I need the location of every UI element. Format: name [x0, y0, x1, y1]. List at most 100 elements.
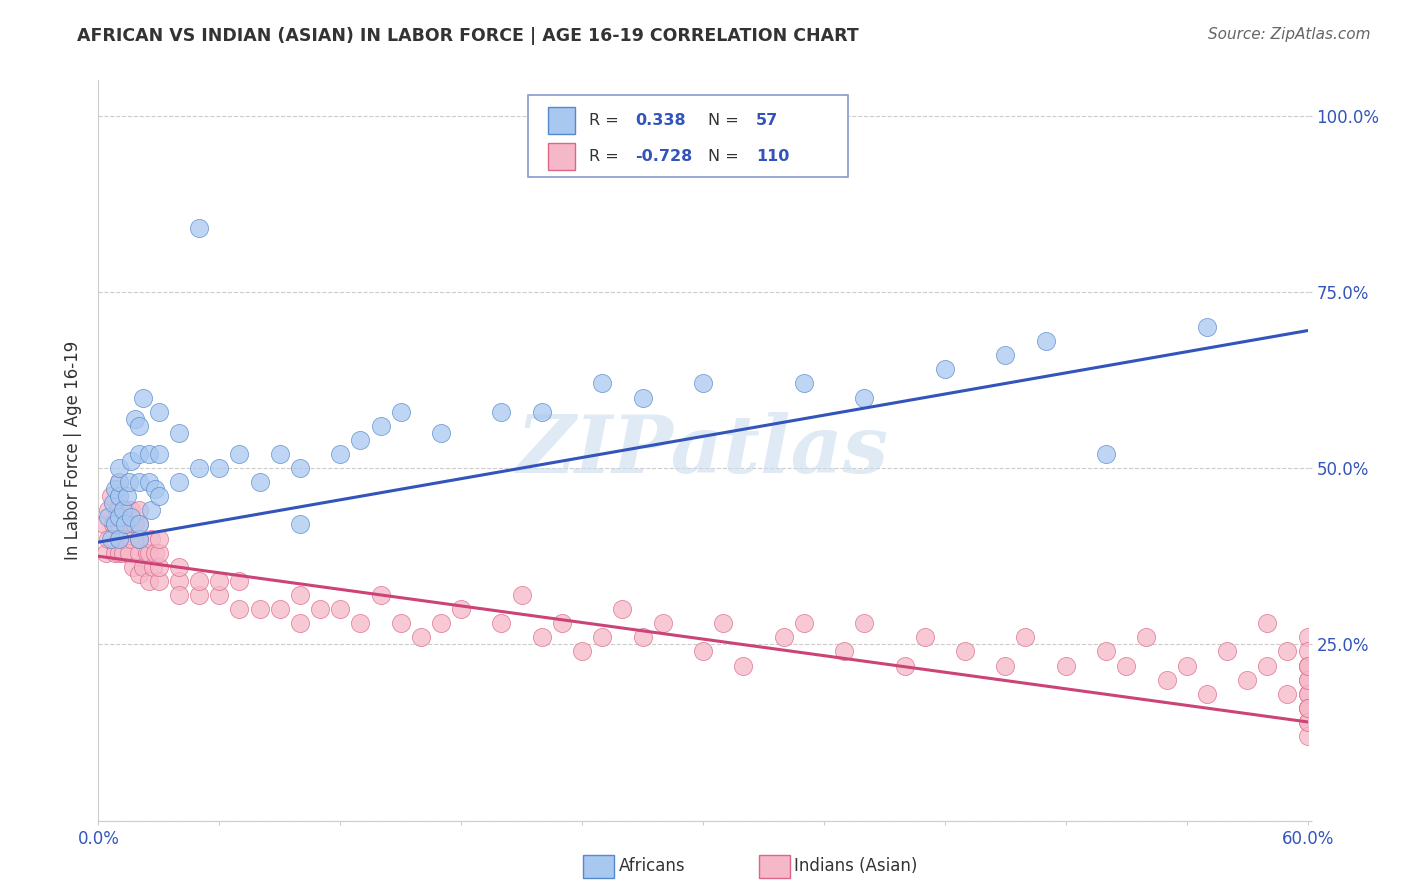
Point [138, 475, 160, 490]
Point [288, 588, 311, 602]
Point [953, 644, 976, 658]
Point [124, 517, 146, 532]
Point [188, 221, 211, 235]
Point [107, 510, 129, 524]
Point [167, 475, 190, 490]
Point [793, 616, 815, 631]
Point [1296, 658, 1319, 673]
Point [288, 616, 311, 631]
Text: Indians (Asian): Indians (Asian) [794, 857, 918, 875]
Point [269, 602, 291, 616]
Point [692, 644, 714, 658]
Point [114, 532, 136, 546]
Point [138, 546, 160, 560]
Point [107, 475, 129, 490]
Point [530, 405, 553, 419]
Point [128, 517, 150, 532]
Text: Source: ZipAtlas.com: Source: ZipAtlas.com [1208, 27, 1371, 42]
Point [132, 559, 155, 574]
Point [103, 482, 125, 496]
Point [430, 425, 453, 440]
Point [329, 602, 352, 616]
Point [107, 461, 129, 475]
Point [450, 602, 472, 616]
Point [111, 546, 134, 560]
Text: Africans: Africans [619, 857, 685, 875]
Point [914, 630, 936, 644]
Point [288, 461, 311, 475]
Point [1175, 658, 1198, 673]
Point [101, 517, 124, 532]
Point [591, 630, 613, 644]
Point [111, 503, 134, 517]
Point [1296, 714, 1319, 729]
Point [107, 546, 129, 560]
Text: N =: N = [707, 112, 744, 128]
Point [148, 489, 170, 503]
Point [1054, 658, 1077, 673]
Point [128, 566, 150, 581]
Point [148, 574, 170, 588]
Point [115, 489, 138, 503]
Text: ZIPatlas: ZIPatlas [517, 412, 889, 489]
Text: R =: R = [589, 112, 624, 128]
Y-axis label: In Labor Force | Age 16-19: In Labor Force | Age 16-19 [63, 341, 82, 560]
Point [107, 475, 129, 490]
Point [309, 602, 332, 616]
Bar [548, 107, 575, 134]
Point [148, 559, 170, 574]
Bar [548, 144, 575, 169]
Point [1296, 630, 1319, 644]
Point [97, 510, 120, 524]
Text: -0.728: -0.728 [636, 149, 693, 164]
Point [269, 447, 291, 461]
Point [132, 391, 155, 405]
Text: R =: R = [589, 149, 624, 164]
Point [349, 616, 371, 631]
Point [105, 503, 128, 517]
Point [772, 630, 794, 644]
Point [1095, 644, 1118, 658]
Text: AFRICAN VS INDIAN (ASIAN) IN LABOR FORCE | AGE 16-19 CORRELATION CHART: AFRICAN VS INDIAN (ASIAN) IN LABOR FORCE… [77, 27, 859, 45]
Point [832, 644, 855, 658]
Point [1296, 687, 1319, 701]
Point [107, 503, 129, 517]
Point [128, 447, 150, 461]
Point [128, 532, 150, 546]
Point [853, 616, 876, 631]
Point [120, 532, 142, 546]
Point [389, 405, 412, 419]
Point [228, 602, 250, 616]
Point [118, 475, 141, 490]
Point [571, 644, 593, 658]
Point [107, 532, 129, 546]
Point [1216, 644, 1239, 658]
Point [138, 574, 160, 588]
Point [1156, 673, 1178, 687]
Point [1296, 714, 1319, 729]
Point [1277, 644, 1299, 658]
Point [228, 574, 250, 588]
Point [107, 517, 129, 532]
Point [97, 503, 120, 517]
Point [121, 559, 143, 574]
Point [631, 391, 654, 405]
Point [107, 489, 129, 503]
Point [188, 588, 211, 602]
Point [491, 616, 513, 631]
Point [1195, 320, 1218, 334]
Point [111, 517, 134, 532]
Point [128, 475, 150, 490]
Point [1256, 616, 1278, 631]
Point [1014, 630, 1036, 644]
Point [793, 376, 815, 391]
Point [692, 376, 714, 391]
Point [853, 391, 876, 405]
Point [631, 630, 654, 644]
Point [612, 602, 634, 616]
Point [1296, 673, 1319, 687]
Point [96, 546, 118, 560]
Point [1095, 447, 1118, 461]
Point [1256, 658, 1278, 673]
Point [148, 447, 170, 461]
